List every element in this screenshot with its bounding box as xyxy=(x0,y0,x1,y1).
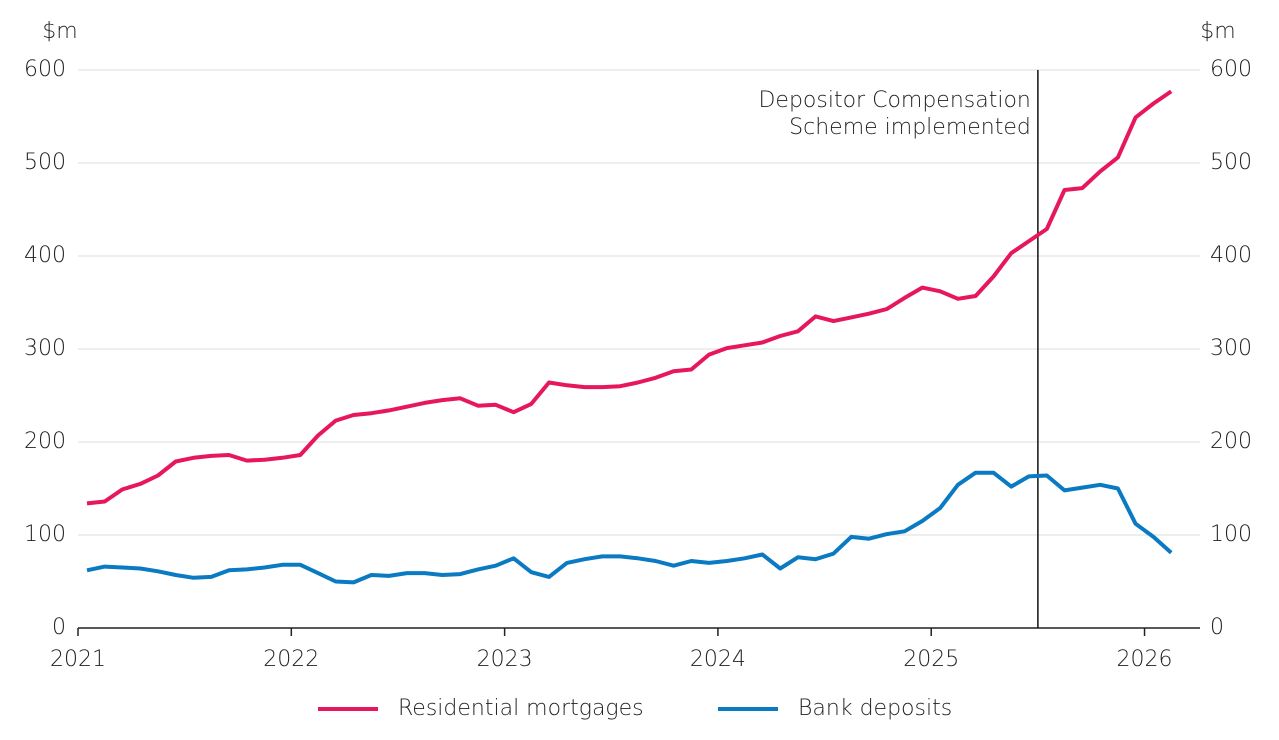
legend-label: Bank deposits xyxy=(798,696,952,721)
y2-tick-label: 200 xyxy=(1210,429,1252,454)
x-tick-label: 2026 xyxy=(1117,647,1173,672)
y-tick-label: 100 xyxy=(24,522,66,547)
x-tick-label: 2025 xyxy=(903,647,959,672)
y2-tick-label: 500 xyxy=(1210,150,1252,175)
x-tick-label: 2022 xyxy=(263,647,319,672)
x-tick-label: 2024 xyxy=(690,647,746,672)
x-tick-label: 2023 xyxy=(477,647,533,672)
y2-tick-label: 100 xyxy=(1210,522,1252,547)
series-line xyxy=(86,89,1173,506)
x-tick-label: 2021 xyxy=(50,647,106,672)
legend-label: Residential mortgages xyxy=(398,696,644,721)
y2-tick-label: 300 xyxy=(1210,336,1252,361)
annotation-text: Depositor Compensation xyxy=(758,88,1030,113)
series-line xyxy=(86,470,1173,585)
y2-tick-label: 400 xyxy=(1210,243,1252,268)
y-tick-label: 300 xyxy=(24,336,66,361)
y-tick-label: 500 xyxy=(24,150,66,175)
y-tick-label: 200 xyxy=(24,429,66,454)
annotation-text: Scheme implemented xyxy=(789,115,1031,140)
y2-tick-label: 600 xyxy=(1210,57,1252,82)
y-tick-label: 0 xyxy=(52,615,66,640)
y-axis-label: $m xyxy=(42,19,77,44)
y-tick-label: 400 xyxy=(24,243,66,268)
y2-tick-label: 0 xyxy=(1210,615,1224,640)
y-tick-label: 600 xyxy=(24,57,66,82)
y2-axis-label: $m xyxy=(1200,19,1235,44)
